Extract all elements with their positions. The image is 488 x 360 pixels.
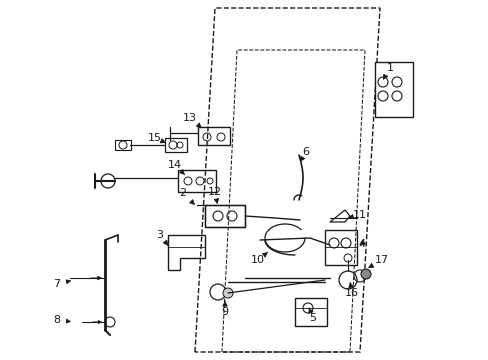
Text: 10: 10 — [250, 252, 267, 265]
Text: 7: 7 — [53, 279, 70, 289]
Text: 14: 14 — [167, 160, 184, 175]
Bar — [204, 205, 244, 227]
Text: 3: 3 — [156, 230, 167, 245]
Bar — [325, 230, 356, 265]
Text: 15: 15 — [148, 133, 165, 143]
Bar — [164, 138, 186, 152]
Text: 4: 4 — [358, 239, 365, 249]
Circle shape — [360, 269, 370, 279]
Text: 2: 2 — [179, 188, 194, 204]
Bar — [198, 127, 229, 145]
Text: 8: 8 — [53, 315, 70, 325]
Bar — [115, 140, 131, 150]
Text: 17: 17 — [368, 255, 388, 267]
Text: 5: 5 — [308, 308, 316, 323]
Circle shape — [223, 288, 232, 298]
Bar — [374, 62, 412, 117]
Text: 9: 9 — [221, 301, 228, 317]
Text: 11: 11 — [348, 210, 366, 220]
Bar — [294, 298, 326, 326]
Text: 13: 13 — [183, 113, 201, 128]
Bar — [178, 170, 216, 192]
Text: 1: 1 — [383, 63, 393, 79]
Text: 16: 16 — [345, 283, 358, 298]
Text: 6: 6 — [300, 147, 309, 161]
Text: 12: 12 — [207, 187, 222, 203]
